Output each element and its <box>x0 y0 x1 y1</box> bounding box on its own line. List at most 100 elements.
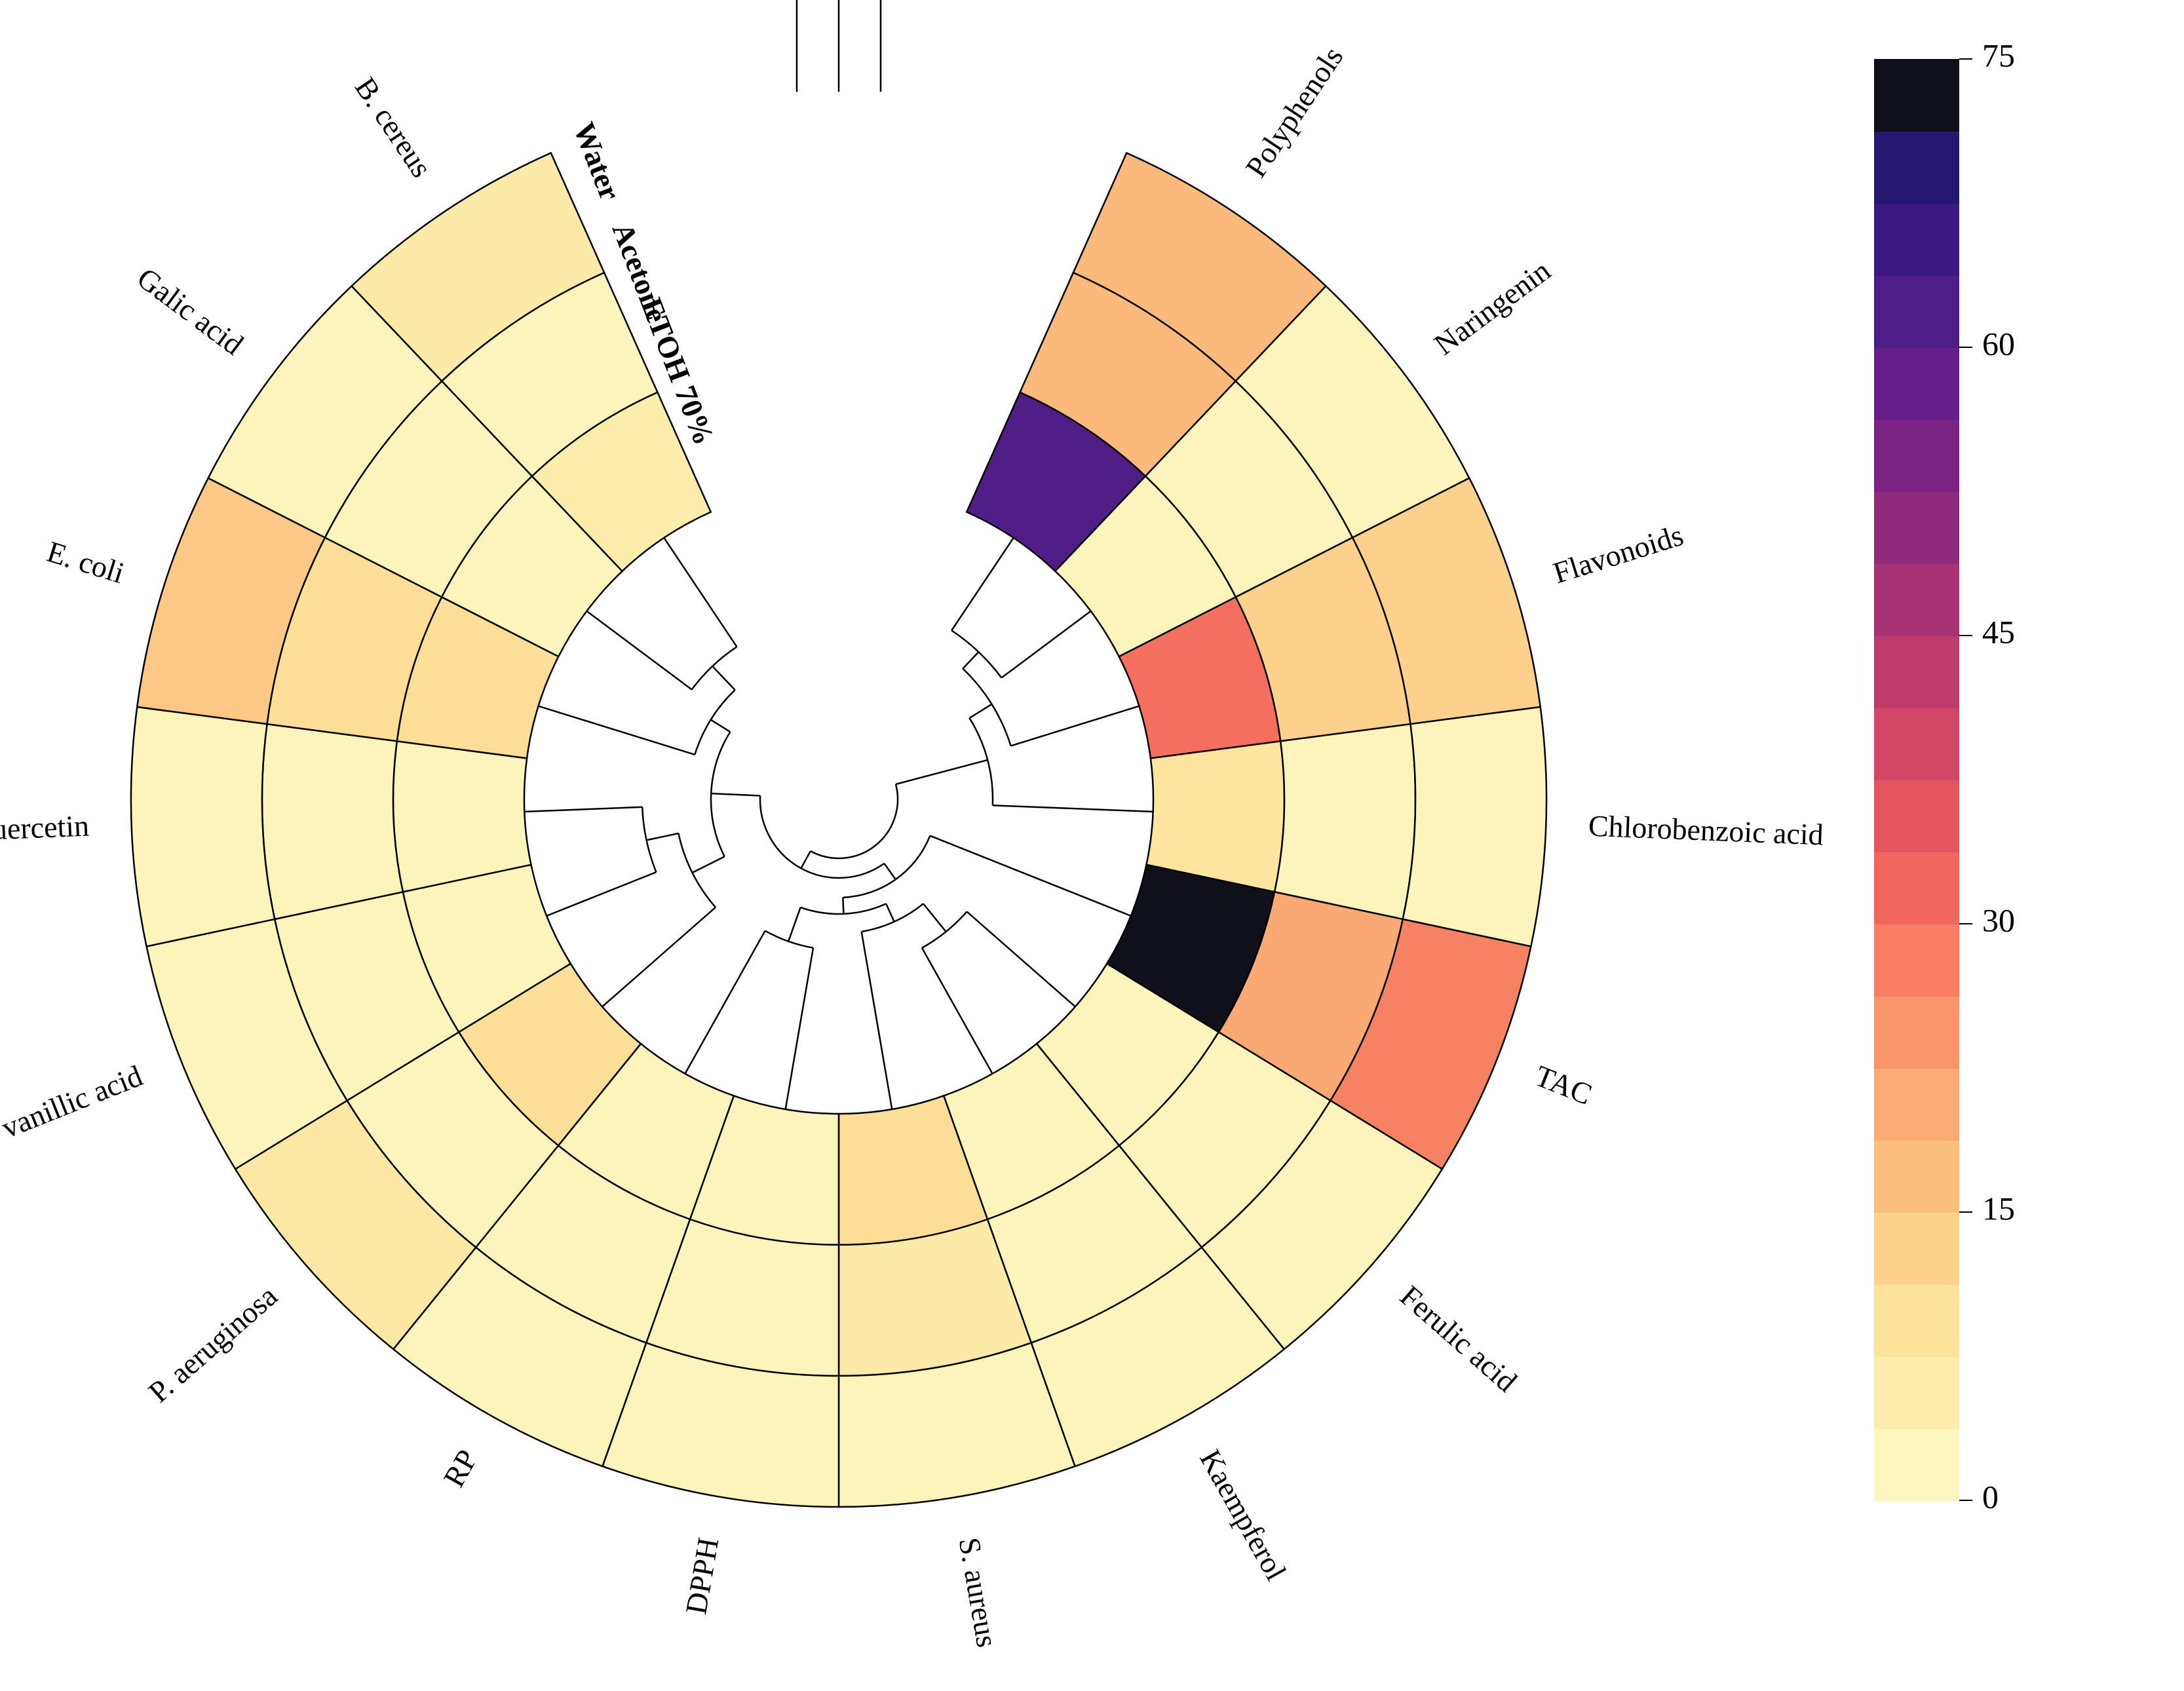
segment-label-ferulic: Ferulic acid <box>1394 1279 1523 1398</box>
colorbar-band-3 <box>1874 1212 1959 1285</box>
dendro-arc-root <box>811 784 898 858</box>
segment-label-tac: TAC <box>1531 1059 1597 1111</box>
dendro-leaf-ferulic <box>987 929 1075 1007</box>
dendro-radial-naringenin <box>1001 658 1027 678</box>
row-dendro-root <box>797 0 860 26</box>
segment-label-rp: RP <box>437 1444 484 1492</box>
colorbar-band-17 <box>1874 203 1959 276</box>
dendro-leaf-ecoli <box>539 706 602 726</box>
dendro-radial-nBC <box>801 851 810 868</box>
dendro-leaf-tac <box>1070 892 1131 916</box>
segment-label-ecoli: E. coli <box>43 535 128 590</box>
colorbar-band-7 <box>1874 924 1959 997</box>
dendro-leaf-kaempferol <box>935 971 993 1074</box>
dendro-radial-nA1 <box>963 652 978 668</box>
cell-quercetin-etoh <box>393 741 531 892</box>
cell-quercetin-water <box>131 707 275 947</box>
colorbar-band-18 <box>1874 131 1959 204</box>
colorbar-tick-label-45: 45 <box>1982 613 2015 650</box>
dendro-radial-galic <box>671 674 692 690</box>
segment-label-kaempferol: Kaempferol <box>1193 1444 1293 1586</box>
segment-label-galic: Galic acid <box>131 261 250 361</box>
colorbar-band-9 <box>1874 780 1959 852</box>
dendro-radial-nC4 <box>712 666 735 690</box>
segment-label-naringenin: Naringenin <box>1428 254 1556 362</box>
colorbar-band-1 <box>1874 1356 1959 1429</box>
dendro-radial-nC3+ <box>711 793 760 795</box>
dendro-radial-nB2 <box>923 903 946 932</box>
chart-svg: PolyphenolsNaringeninFlavonoidsChloroben… <box>0 0 2184 1691</box>
colorbar-band-19 <box>1874 59 1959 132</box>
colorbar-band-6 <box>1874 996 1959 1069</box>
dendro-radial-flavonoids <box>1011 725 1077 746</box>
dendro-leaf-galic <box>586 611 670 674</box>
colorbar-band-2 <box>1874 1284 1959 1357</box>
dendro-radial-vanillic <box>632 872 656 882</box>
dendro-radial-chlorobenzoic <box>993 805 1075 808</box>
dendro-arc-nBC <box>760 796 884 878</box>
colorbar-tick-label-60: 60 <box>1982 325 2015 362</box>
colorbar-band-12 <box>1874 563 1959 636</box>
colorbar-tick-label-30: 30 <box>1982 902 2015 938</box>
dendro-radial-quercetin <box>616 807 642 808</box>
dendro-radial-rp <box>752 931 765 954</box>
dendro-leaf-saureus <box>875 1012 892 1109</box>
circular-heatmap <box>131 153 1546 1507</box>
colorbar-tick-label-0: 0 <box>1982 1478 1999 1515</box>
dendro-radial-nB1 <box>884 864 895 879</box>
colorbar-tick-label-15: 15 <box>1982 1190 2015 1226</box>
cell-chlorobenzoic-water <box>1403 707 1546 947</box>
dendro-radial-nC1 <box>693 856 725 873</box>
colorbar-band-4 <box>1874 1140 1959 1213</box>
row-dendrogram <box>797 0 881 92</box>
dendro-radial-kaempferol <box>922 948 935 971</box>
dendro-leaf-polyphenols <box>970 538 1014 603</box>
dendro-radial-saureus <box>862 932 875 1012</box>
dendro-radial-nC2 <box>647 833 679 840</box>
dendro-radial-nB4 <box>788 907 800 941</box>
cell-chlorobenzoic-acetone <box>1274 724 1415 919</box>
segment-label-polyphenols: Polyphenols <box>1239 41 1350 183</box>
dendro-radial-nB3 <box>886 903 894 921</box>
colorbar-band-5 <box>1874 1068 1959 1141</box>
dendro-leaf-naringenin <box>1027 611 1090 658</box>
ring-label-water: Water <box>567 118 628 205</box>
dendro-radial-nA2 <box>970 704 992 718</box>
segment-label-vanillic: vanillic acid <box>0 1059 147 1145</box>
colorbar-tick-label-75: 75 <box>1982 37 2015 73</box>
segment-label-quercetin: Quercetin <box>0 809 90 847</box>
segment-label-saureus: S. aureus <box>953 1535 1005 1650</box>
segment-label-dpph: DPPH <box>679 1535 725 1617</box>
dendro-radial-paeruginosa <box>651 907 716 964</box>
dendro-leaf-rp <box>685 954 752 1074</box>
colorbar-band-8 <box>1874 852 1959 924</box>
dendro-leaf-dpph <box>786 974 809 1109</box>
dendro-leaf-quercetin <box>524 808 616 811</box>
colorbar-band-16 <box>1874 275 1959 348</box>
segment-label-bcereus: B. cereus <box>349 71 438 183</box>
colorbar-band-10 <box>1874 708 1959 780</box>
dendro-radial-dpph <box>809 948 813 974</box>
dendro-leaf-bcereus <box>664 538 722 625</box>
segment-label-paeruginosa: P. aeruginosa <box>142 1279 284 1409</box>
colorbar-band-15 <box>1874 347 1959 420</box>
chart-stage: PolyphenolsNaringeninFlavonoidsChloroben… <box>0 0 2184 1691</box>
colorbar-band-13 <box>1874 491 1959 564</box>
dendro-leaf-flavonoids <box>1077 706 1140 726</box>
dendro-leaf-paeruginosa <box>602 964 651 1007</box>
dendro-radial-nC3 <box>711 720 731 732</box>
dendro-leaf-vanillic <box>546 882 632 916</box>
dendro-radial-ferulic <box>967 911 986 928</box>
dendro-radial-tac <box>930 836 1070 892</box>
dendro-radial-ecoli <box>601 725 695 754</box>
colorbar-band-11 <box>1874 636 1959 708</box>
dendro-leaf-chlorobenzoic <box>1075 808 1153 812</box>
colorbar-band-14 <box>1874 419 1959 492</box>
colorbar-band-0 <box>1874 1428 1959 1501</box>
dendro-radial-polyphenols <box>951 603 970 631</box>
segment-label-flavonoids: Flavonoids <box>1549 518 1687 590</box>
dendro-radial-bcereus <box>722 625 737 647</box>
dendro-radial-nA3 <box>896 760 987 784</box>
colorbar: 0 15 30 45 60 75 <box>1874 37 2015 1515</box>
cell-quercetin-acetone <box>262 724 403 919</box>
